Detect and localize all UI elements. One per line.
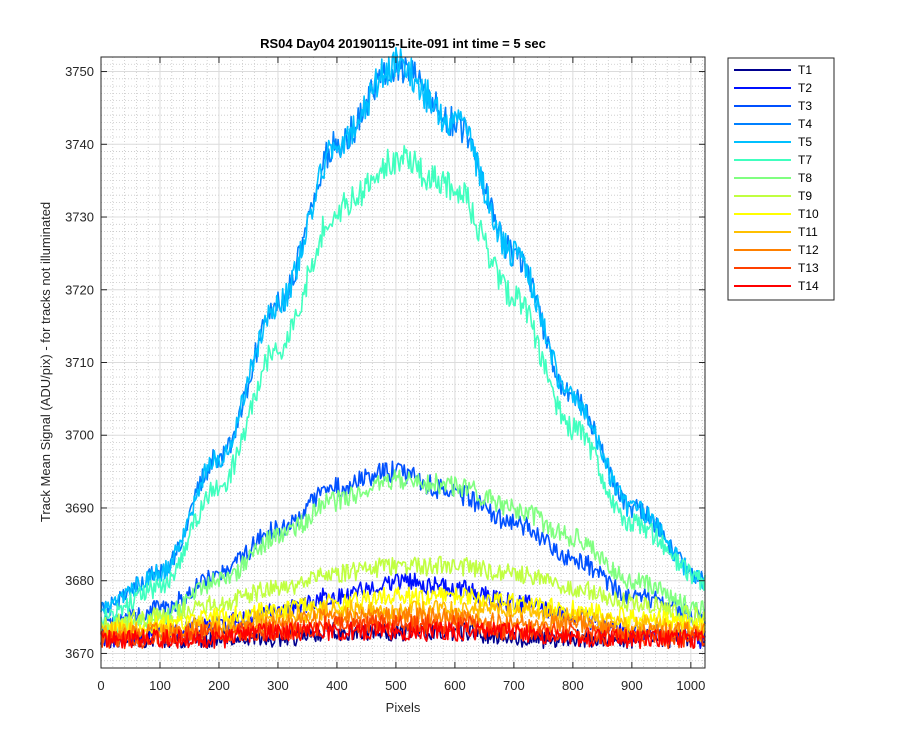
legend-label: T13 — [798, 261, 819, 275]
y-tick-label: 3680 — [65, 573, 94, 588]
legend-item-t2: T2 — [734, 81, 812, 95]
plot-lines — [100, 46, 706, 650]
legend-label: T5 — [798, 135, 812, 149]
legend-item-t12: T12 — [734, 243, 819, 257]
x-tick-label: 700 — [503, 678, 525, 693]
x-tick-label: 400 — [326, 678, 348, 693]
y-tick-label: 3710 — [65, 355, 94, 370]
legend-label: T7 — [798, 153, 812, 167]
legend-item-t1: T1 — [734, 63, 812, 77]
series-line-t13 — [100, 614, 706, 650]
y-tick-label: 3690 — [65, 500, 94, 515]
y-tick-label: 3720 — [65, 282, 94, 297]
legend-label: T4 — [798, 117, 812, 131]
series-line-t8 — [100, 469, 706, 639]
legend-item-t4: T4 — [734, 117, 812, 131]
series-line-t9 — [100, 555, 706, 631]
series-line-t7 — [100, 145, 706, 626]
legend-label: T14 — [798, 279, 819, 293]
x-tick-label: 800 — [562, 678, 584, 693]
legend-label: T9 — [798, 189, 812, 203]
x-tick-label: 500 — [385, 678, 407, 693]
chart-title: RS04 Day04 20190115-Lite-091 int time = … — [260, 36, 546, 51]
legend-item-t8: T8 — [734, 171, 812, 185]
y-tick-label: 3740 — [65, 137, 94, 152]
legend-label: T1 — [798, 63, 812, 77]
x-tick-label: 200 — [208, 678, 230, 693]
y-axis-label: Track Mean Signal (ADU/pix) - for tracks… — [38, 202, 53, 522]
series-line-t10 — [100, 586, 706, 642]
legend-label: T8 — [798, 171, 812, 185]
y-tick-label: 3670 — [65, 646, 94, 661]
x-tick-label: 900 — [621, 678, 643, 693]
x-axis-label: Pixels — [386, 700, 421, 715]
legend-item-t5: T5 — [734, 135, 812, 149]
legend-item-t10: T10 — [734, 207, 819, 221]
legend-item-t9: T9 — [734, 189, 812, 203]
x-tick-label: 100 — [149, 678, 171, 693]
legend-label: T12 — [798, 243, 819, 257]
legend-item-t11: T11 — [734, 225, 818, 239]
x-tick-label: 0 — [97, 678, 104, 693]
series-line-t3 — [100, 460, 706, 632]
series-line-t14 — [100, 621, 706, 650]
legend-item-t13: T13 — [734, 261, 819, 275]
x-tick-label: 600 — [444, 678, 466, 693]
series-line-t5 — [100, 46, 706, 614]
y-tick-label: 3730 — [65, 210, 94, 225]
legend-label: T11 — [798, 225, 818, 239]
legend-item-t14: T14 — [734, 279, 819, 293]
legend: T1 T2 T3 T4 T5 T7 T8 T9 T10 T11 T12 T13 T14 — [727, 57, 835, 301]
y-tick-label: 3700 — [65, 428, 94, 443]
x-tick-label: 1000 — [676, 678, 705, 693]
legend-item-t3: T3 — [734, 99, 812, 113]
legend-item-t7: T7 — [734, 153, 812, 167]
legend-label: T10 — [798, 207, 819, 221]
axis-ticks: 0 100 200 300 400 500 600 700 800 900 1000 3670 3680… — [65, 57, 705, 693]
series-line-t1 — [100, 621, 706, 650]
y-tick-label: 3750 — [65, 64, 94, 79]
legend-label: T3 — [798, 99, 812, 113]
legend-label: T2 — [798, 81, 812, 95]
x-tick-label: 300 — [267, 678, 289, 693]
